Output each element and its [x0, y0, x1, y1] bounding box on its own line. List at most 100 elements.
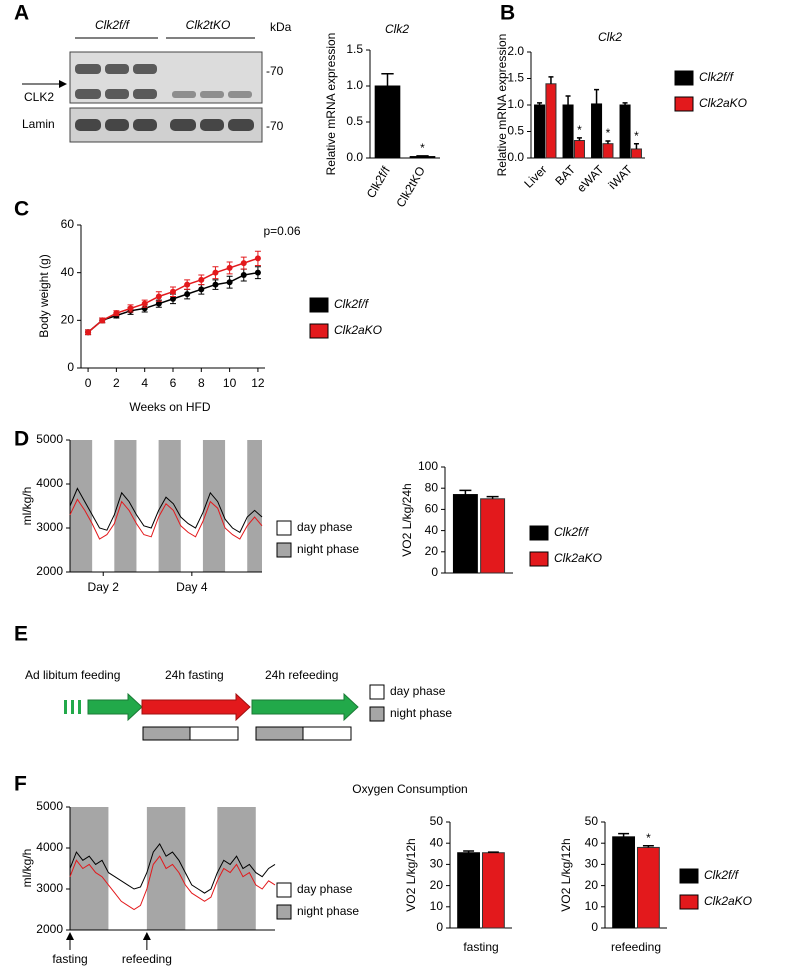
night-box: [142, 726, 191, 741]
legend-swatch: [369, 684, 385, 700]
error-bar: [642, 844, 654, 848]
stage-label: 24h refeeding: [265, 668, 338, 682]
y-tick-label: 4000: [36, 476, 63, 490]
legend-label: night phase: [390, 706, 452, 720]
y-axis-label: ml/kg/h: [20, 487, 34, 526]
error-bar: [537, 102, 543, 105]
legend-label: night phase: [297, 904, 359, 918]
legend-swatch: [529, 525, 549, 541]
y-tick-label: 100: [418, 459, 438, 473]
size-marker: -70: [266, 119, 284, 133]
point: [240, 272, 247, 279]
bar: [374, 85, 401, 159]
night-band: [70, 807, 109, 930]
error-bar: [605, 140, 611, 144]
error-bar: [416, 155, 429, 157]
error-bar: [633, 142, 639, 149]
bar: [630, 148, 642, 159]
y-tick-label: 50: [430, 814, 444, 828]
y-tick-label: 5000: [36, 799, 63, 813]
y-tick-label: 60: [425, 502, 439, 516]
y-tick-label: 60: [61, 217, 75, 231]
y-tick-label: 40: [585, 835, 599, 849]
significance-mark: *: [606, 126, 611, 140]
error-bar: [565, 95, 571, 105]
legend-swatch: [276, 904, 292, 920]
panel-label: C: [14, 198, 29, 221]
point: [184, 291, 191, 298]
legend-swatch: [674, 96, 694, 112]
y-tick-label: 20: [425, 544, 439, 558]
x-tick-label: 4: [141, 376, 148, 390]
legend-swatch: [674, 70, 694, 86]
annotation: p=0.06: [263, 224, 300, 238]
y-axis-label: Relative mRNA expression: [324, 33, 338, 176]
legend-swatch: [309, 323, 329, 339]
y-tick-label: 20: [61, 313, 75, 327]
panel-label: B: [500, 2, 515, 25]
y-tick-label: 40: [430, 835, 444, 849]
blot-membrane: [69, 51, 263, 104]
arrow: [87, 692, 143, 722]
legend-swatch: [529, 551, 549, 567]
blot-bands: [75, 64, 252, 99]
significance-mark: *: [646, 831, 651, 845]
point: [212, 269, 219, 276]
legend-label: Clk2f/f: [554, 525, 590, 539]
night-band: [70, 440, 93, 572]
point: [198, 276, 205, 283]
bar: [452, 494, 478, 574]
bar: [619, 104, 631, 159]
significance-mark: *: [577, 123, 582, 137]
y-tick-label: 0: [436, 920, 443, 934]
y-axis-label: VO2 L/kg/24h: [400, 483, 414, 556]
y-tick-label: 1.0: [507, 97, 524, 111]
legend-label: Clk2f/f: [334, 297, 370, 311]
y-tick-label: 0: [591, 920, 598, 934]
bar: [409, 156, 436, 159]
panel-label: E: [14, 623, 28, 646]
point: [155, 300, 162, 307]
legend-label: night phase: [297, 542, 359, 556]
x-tick-label: fasting: [52, 952, 87, 966]
error-bar: [487, 851, 499, 853]
x-tick-label: 10: [223, 376, 237, 390]
bar: [457, 852, 481, 929]
y-tick-label: 1.5: [507, 71, 524, 85]
night-box: [255, 726, 304, 741]
dash: [71, 700, 74, 714]
stage-label: Ad libitum feeding: [25, 668, 120, 682]
y-tick-label: 3000: [36, 881, 63, 895]
arrow: [141, 692, 251, 722]
legend-label: day phase: [390, 684, 446, 698]
legend-swatch: [679, 894, 699, 910]
point: [226, 279, 233, 286]
y-axis-label: Body weight (g): [37, 254, 51, 337]
y-axis-label: VO2 L/kg/12h: [559, 838, 573, 911]
error-bar: [622, 102, 628, 105]
blot-bands: [75, 119, 254, 131]
x-tick-label: Clk2tKO: [393, 164, 427, 210]
significance-mark: *: [634, 129, 639, 143]
legend-swatch: [276, 542, 292, 558]
y-tick-label: 0.5: [346, 114, 363, 128]
legend-swatch: [369, 706, 385, 722]
night-band: [158, 440, 181, 572]
legend-label: Clk2f/f: [699, 70, 735, 84]
y-tick-label: 0.5: [507, 124, 524, 138]
point: [212, 281, 219, 288]
series-line: [69, 487, 263, 534]
chart-title: Oxygen Consumption: [352, 782, 467, 796]
bar: [545, 83, 557, 159]
y-tick-label: 10: [430, 899, 444, 913]
bar: [591, 103, 603, 159]
point: [170, 295, 176, 302]
panel-label: A: [14, 2, 29, 25]
y-tick-label: 2.0: [507, 44, 524, 58]
x-tick-label: Day 2: [88, 580, 120, 594]
night-band: [202, 440, 226, 572]
point: [254, 255, 261, 262]
significance-mark: *: [420, 141, 425, 155]
y-tick-label: 1.5: [346, 42, 363, 56]
arrow: [251, 692, 359, 722]
